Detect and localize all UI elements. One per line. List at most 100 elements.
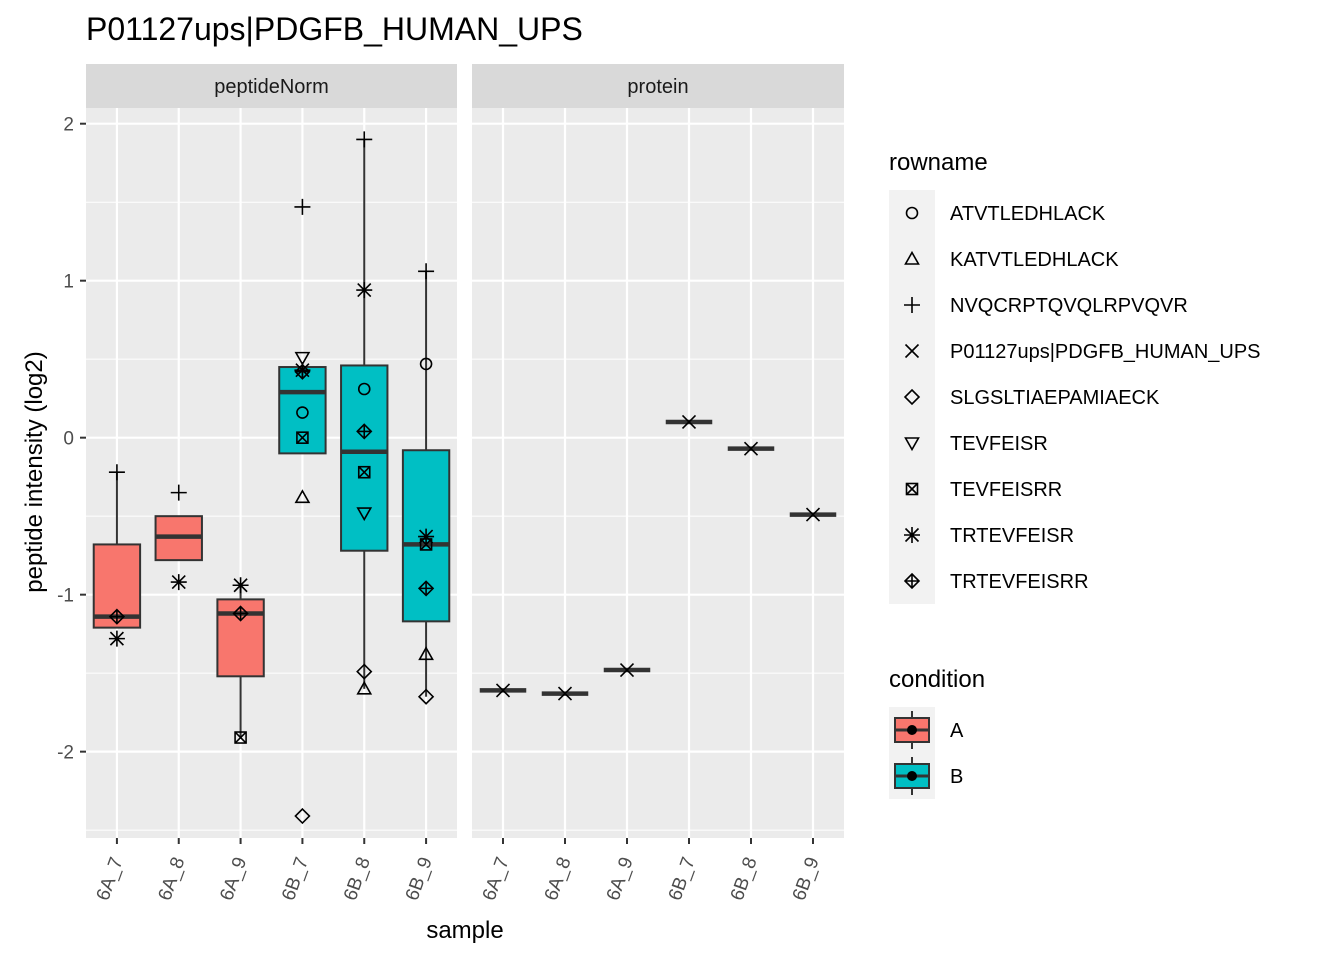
legend-condition-label: B — [950, 766, 963, 788]
legend-condition-label: A — [950, 720, 964, 742]
marker-part — [905, 482, 919, 496]
x-tick-label: 6B_8 — [340, 855, 375, 904]
legend-key-asterisk — [904, 527, 920, 543]
legend-condition: condition A B — [889, 666, 985, 799]
x-tick-label: 6B_7 — [278, 855, 313, 904]
data-point — [417, 688, 435, 705]
marker-part — [681, 414, 697, 430]
data-point — [418, 528, 435, 545]
legend-key-triangle-down-open — [904, 437, 920, 452]
x-tick-label: 6A_7 — [93, 855, 128, 904]
data-point — [294, 351, 311, 366]
data-point — [170, 484, 187, 501]
marker-part — [294, 198, 311, 215]
x-tick-label: 6B_9 — [402, 855, 437, 904]
marker-part — [495, 683, 511, 698]
facet-strip — [472, 64, 844, 108]
legend-rowname-label: KATVTLEDHLACK — [950, 249, 1119, 271]
data-point — [296, 431, 309, 444]
legend-key-plus — [904, 297, 920, 313]
x-tick-label: 6B_8 — [727, 855, 762, 904]
panel-background — [86, 108, 457, 838]
marker-part — [418, 646, 434, 661]
legend-rowname-label: TEVFEISR — [950, 433, 1048, 455]
marker-part — [296, 406, 309, 419]
data-point — [232, 605, 249, 622]
marker-part — [419, 581, 434, 596]
x-tick-label: 6A_9 — [603, 855, 638, 904]
marker-part — [805, 507, 821, 522]
data-point — [108, 464, 125, 481]
data-point — [108, 630, 125, 647]
marker-part — [904, 250, 920, 265]
data-point — [356, 507, 373, 522]
data-point — [417, 580, 435, 597]
marker-part — [419, 538, 433, 551]
data-point — [557, 686, 573, 701]
x-tick-label: 6A_8 — [155, 855, 190, 904]
data-point — [419, 357, 433, 371]
data-point — [681, 414, 697, 430]
data-point — [296, 406, 309, 419]
marker-part — [903, 388, 921, 406]
marker-part — [294, 351, 311, 366]
legend-rowname-label: TEVFEISRR — [950, 479, 1062, 501]
data-point — [418, 646, 434, 661]
marker-part — [108, 630, 125, 647]
facet-strip — [86, 64, 457, 108]
facet-strip-label: peptideNorm — [214, 76, 329, 98]
marker-part — [296, 431, 309, 444]
marker-part — [905, 206, 919, 220]
box-iqr — [340, 364, 389, 552]
data-point — [357, 465, 371, 479]
marker-part — [743, 441, 759, 456]
marker-part — [296, 431, 309, 444]
data-point — [294, 489, 311, 504]
data-point — [294, 807, 311, 825]
marker-part — [904, 527, 920, 543]
legend-rowname-label: TRTEVFEISR — [950, 525, 1074, 547]
legend-key-diamond-plus — [903, 572, 921, 590]
marker-part — [358, 466, 371, 479]
legend-rowname-title: rowname — [889, 149, 988, 176]
marker-part — [418, 528, 435, 545]
marker-part — [420, 538, 433, 551]
marker-part — [234, 731, 247, 744]
marker-part — [905, 574, 919, 588]
marker-part — [904, 437, 920, 452]
marker-part — [294, 807, 311, 825]
marker-part — [418, 263, 435, 280]
legend-rowname-label: SLGSLTIAEPAMIAECK — [950, 387, 1160, 409]
x-axis-title: sample — [426, 917, 503, 944]
y-tick-label: -2 — [57, 743, 74, 764]
x-tick-label: 6A_7 — [479, 855, 514, 904]
marker-part — [109, 609, 124, 624]
legend-key-square-cross — [905, 482, 919, 496]
data-point — [356, 663, 373, 680]
marker-part — [232, 577, 249, 594]
marker-part — [905, 482, 919, 496]
data-point — [170, 574, 187, 591]
data-point — [619, 662, 635, 678]
data-point — [495, 683, 511, 698]
legend-condition-title: condition — [889, 666, 985, 693]
marker-part — [904, 343, 920, 359]
marker-part — [619, 662, 635, 678]
facet-panel-peptideNorm: peptideNorm 6A_7 6A_8 6A_9 6B_7 6B_8 6B_9 — [86, 64, 457, 903]
marker-part — [356, 680, 373, 695]
marker-part — [356, 131, 373, 148]
y-tick-label: 0 — [63, 429, 74, 450]
marker-part — [357, 465, 371, 479]
marker-part — [170, 574, 187, 591]
panel-background — [472, 108, 844, 838]
marker-part — [357, 382, 371, 396]
legend-key-triangle-open — [904, 250, 920, 265]
marker-part — [904, 297, 920, 313]
legend-rowname-label: P01127ups|PDGFB_HUMAN_UPS — [950, 341, 1261, 363]
y-axis: -2 -1 0 1 2 — [57, 115, 86, 764]
y-tick-label: -1 — [57, 586, 74, 607]
marker-part — [295, 364, 310, 379]
data-point — [805, 507, 821, 522]
